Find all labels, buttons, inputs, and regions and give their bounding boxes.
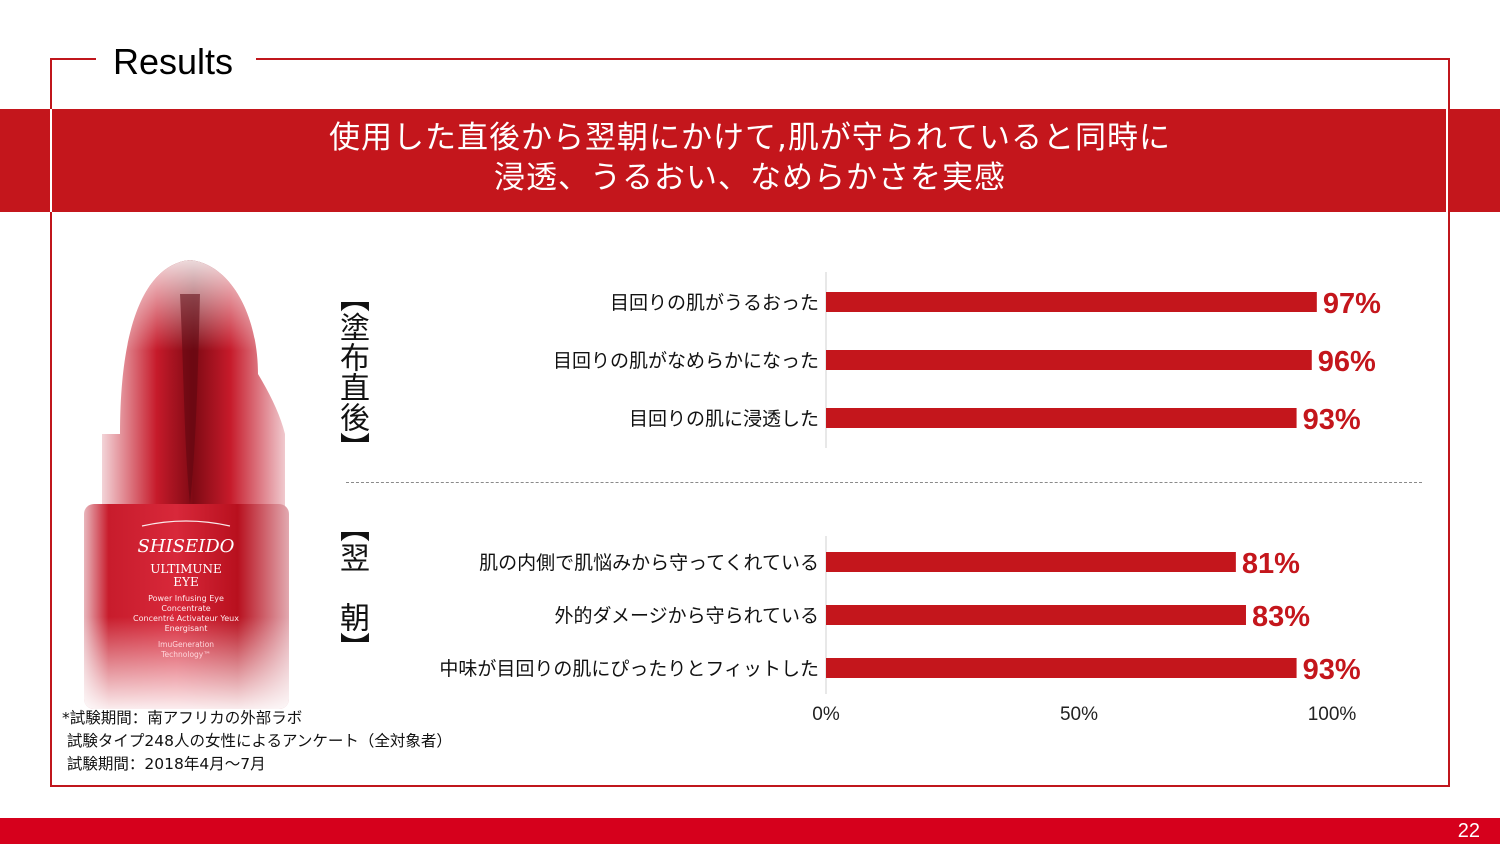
x-tick-label: 50% <box>1060 704 1098 725</box>
x-tick-label: 100% <box>1308 704 1357 725</box>
category-label: 目回りの肌がうるおった <box>610 292 819 314</box>
group-label-immediate: 【塗布直後】 <box>334 282 369 462</box>
data-label: 93% <box>1303 404 1361 436</box>
category-label: 目回りの肌に浸透した <box>629 408 819 430</box>
svg-text:ImuGeneration: ImuGeneration <box>158 640 214 649</box>
page-number: 22 <box>1457 820 1480 842</box>
category-label: 肌の内側で肌悩みから守ってくれている <box>479 552 819 574</box>
footnote-line-1: *試験期間：南アフリカの外部ラボ <box>62 709 303 727</box>
group-label-next-morning: 【翌 朝】 <box>334 512 369 662</box>
product-brand: SHISEIDO <box>138 536 235 557</box>
headline-line-2: 浸透、うるおい、なめらかさを実感 <box>494 160 1006 196</box>
bar <box>826 658 1297 678</box>
bar <box>826 605 1246 625</box>
svg-text:EYE: EYE <box>173 575 198 589</box>
category-label: 外的ダメージから守られている <box>555 605 819 627</box>
svg-text:Technology™: Technology™ <box>160 650 211 659</box>
headline-text: 使用した直後から翌朝にかけて,肌が守られていると同時に 浸透、うるおい、なめらか… <box>0 118 1500 198</box>
bar <box>826 408 1297 428</box>
svg-text:Power Infusing Eye: Power Infusing Eye <box>148 594 224 603</box>
svg-text:Concentrate: Concentrate <box>161 604 210 613</box>
svg-text:ULTIMUNE: ULTIMUNE <box>150 562 222 576</box>
svg-text:Concentré Activateur Yeux: Concentré Activateur Yeux <box>133 613 239 623</box>
results-frame <box>50 58 1450 787</box>
x-tick-label: 0% <box>812 704 840 725</box>
page-title: Results <box>113 41 234 82</box>
bar <box>826 350 1312 370</box>
bar <box>826 552 1236 572</box>
bar <box>826 292 1317 312</box>
footnote-line-2: 試験タイプ248人の女性によるアンケート（全対象者） <box>62 732 452 750</box>
data-label: 81% <box>1242 548 1300 580</box>
data-label: 93% <box>1303 654 1361 686</box>
footnote: *試験期間：南アフリカの外部ラボ 試験タイプ248人の女性によるアンケート（全対… <box>62 707 452 776</box>
headline-banner <box>0 109 1500 212</box>
data-label: 97% <box>1323 288 1381 320</box>
data-label: 83% <box>1252 601 1310 633</box>
svg-text:Energisant: Energisant <box>165 624 208 633</box>
footnote-line-3: 試験期間：2018年4月～7月 <box>62 755 266 773</box>
category-label: 中味が目回りの肌にぴったりとフィットした <box>439 658 819 680</box>
group-divider <box>346 482 1422 483</box>
product-bottle-image: SHISEIDO ULTIMUNE EYE Power Infusing Eye… <box>84 260 289 709</box>
footer-bar <box>0 818 1500 844</box>
headline-line-1: 使用した直後から翌朝にかけて,肌が守られていると同時に <box>329 120 1171 156</box>
category-label: 目回りの肌がなめらかになった <box>553 350 819 372</box>
data-label: 96% <box>1318 346 1376 378</box>
